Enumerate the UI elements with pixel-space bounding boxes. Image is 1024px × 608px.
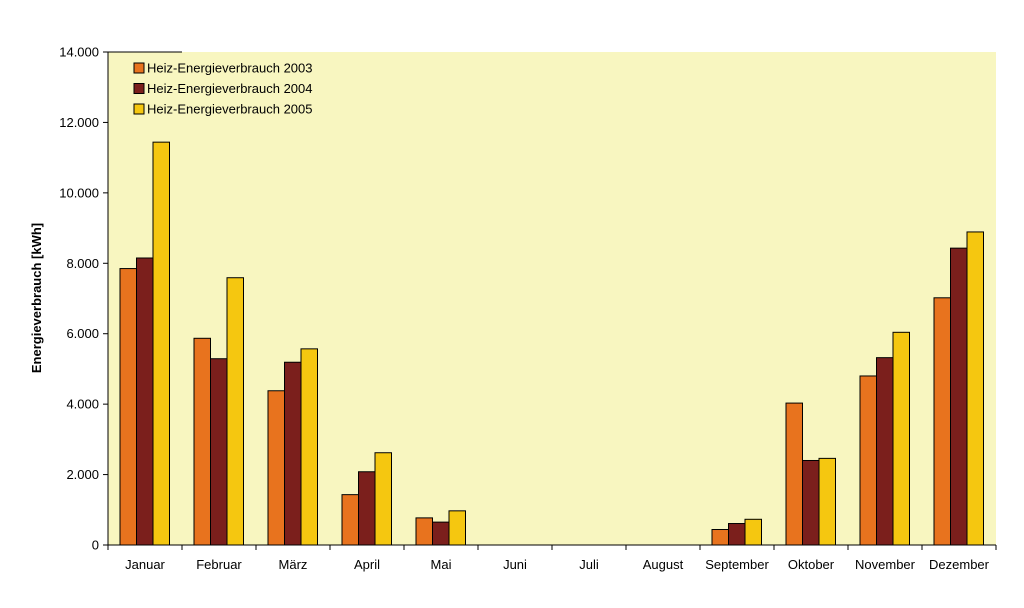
bar-1-märz (267, 390, 285, 546)
bar-3-mai (448, 510, 466, 546)
bar-2-märz (284, 361, 302, 546)
x-axis-category-labels: Januar Februar März April Mai Juni Juli August S… (107, 545, 997, 572)
y-axis-ticks: 0 2.000 4.000 6.000 8.000 10.000 12.000 14.000 (59, 45, 182, 553)
x-category-label: Januar (125, 557, 165, 572)
y-tick-label: 14.000 (59, 45, 99, 60)
x-category-label: Oktober (788, 557, 835, 572)
legend-swatch (133, 103, 145, 115)
x-category-label: November (855, 557, 916, 572)
bar-3-märz (300, 348, 318, 546)
bar-1-april (341, 494, 359, 546)
x-category-label: September (705, 557, 769, 572)
bar-1-januar (119, 268, 137, 546)
y-tick-label: 0 (92, 538, 99, 553)
y-tick-label: 4.000 (66, 397, 99, 412)
bar-2-november (876, 357, 894, 546)
bar-3-januar (152, 141, 170, 546)
plot-area (108, 52, 996, 545)
x-category-label: Februar (196, 557, 242, 572)
bar-3-oktober (818, 457, 836, 546)
x-category-label: April (354, 557, 380, 572)
x-category-label: März (279, 557, 308, 572)
bar-1-september (711, 529, 729, 546)
bar-3-april (374, 452, 392, 546)
y-tick-label: 2.000 (66, 467, 99, 482)
bar-2-mai (432, 521, 450, 546)
bar-3-september (744, 518, 762, 546)
bar-3-dezember (966, 231, 984, 546)
y-tick-label: 10.000 (59, 185, 99, 200)
bar-2-dezember (950, 247, 968, 546)
bar-1-mai (415, 517, 433, 546)
legend-swatch (133, 62, 145, 74)
bar-2-februar (210, 358, 228, 546)
legend: Heiz-Energieverbrauch 2003 Heiz-Energieve… (133, 61, 312, 117)
x-category-label: Dezember (929, 557, 990, 572)
legend-swatch (133, 83, 145, 94)
legend-label: Heiz-Energieverbrauch 2005 (147, 102, 312, 117)
x-category-label: Juni (503, 557, 527, 572)
legend-label: Heiz-Energieverbrauch 2003 (147, 61, 312, 76)
x-category-label: Mai (431, 557, 452, 572)
bar-2-april (358, 471, 376, 546)
y-tick-label: 12.000 (59, 115, 99, 130)
bar-2-januar (136, 257, 154, 546)
bar-3-november (892, 331, 910, 546)
legend-label: Heiz-Energieverbrauch 2004 (147, 81, 312, 96)
bar-1-november (859, 375, 877, 546)
x-category-label: August (643, 557, 684, 572)
bar-1-dezember (933, 297, 951, 546)
y-tick-label: 8.000 (66, 256, 99, 271)
bar-3-februar (226, 277, 244, 546)
bars-group (119, 141, 984, 546)
y-tick-label: 6.000 (66, 326, 99, 341)
y-axis-title: Energieverbrauch [kWh] (29, 223, 44, 373)
bar-1-februar (193, 337, 211, 546)
bar-2-oktober (802, 459, 820, 546)
bar-1-oktober (785, 402, 803, 546)
x-category-label: Juli (579, 557, 599, 572)
bar-2-september (728, 523, 746, 546)
